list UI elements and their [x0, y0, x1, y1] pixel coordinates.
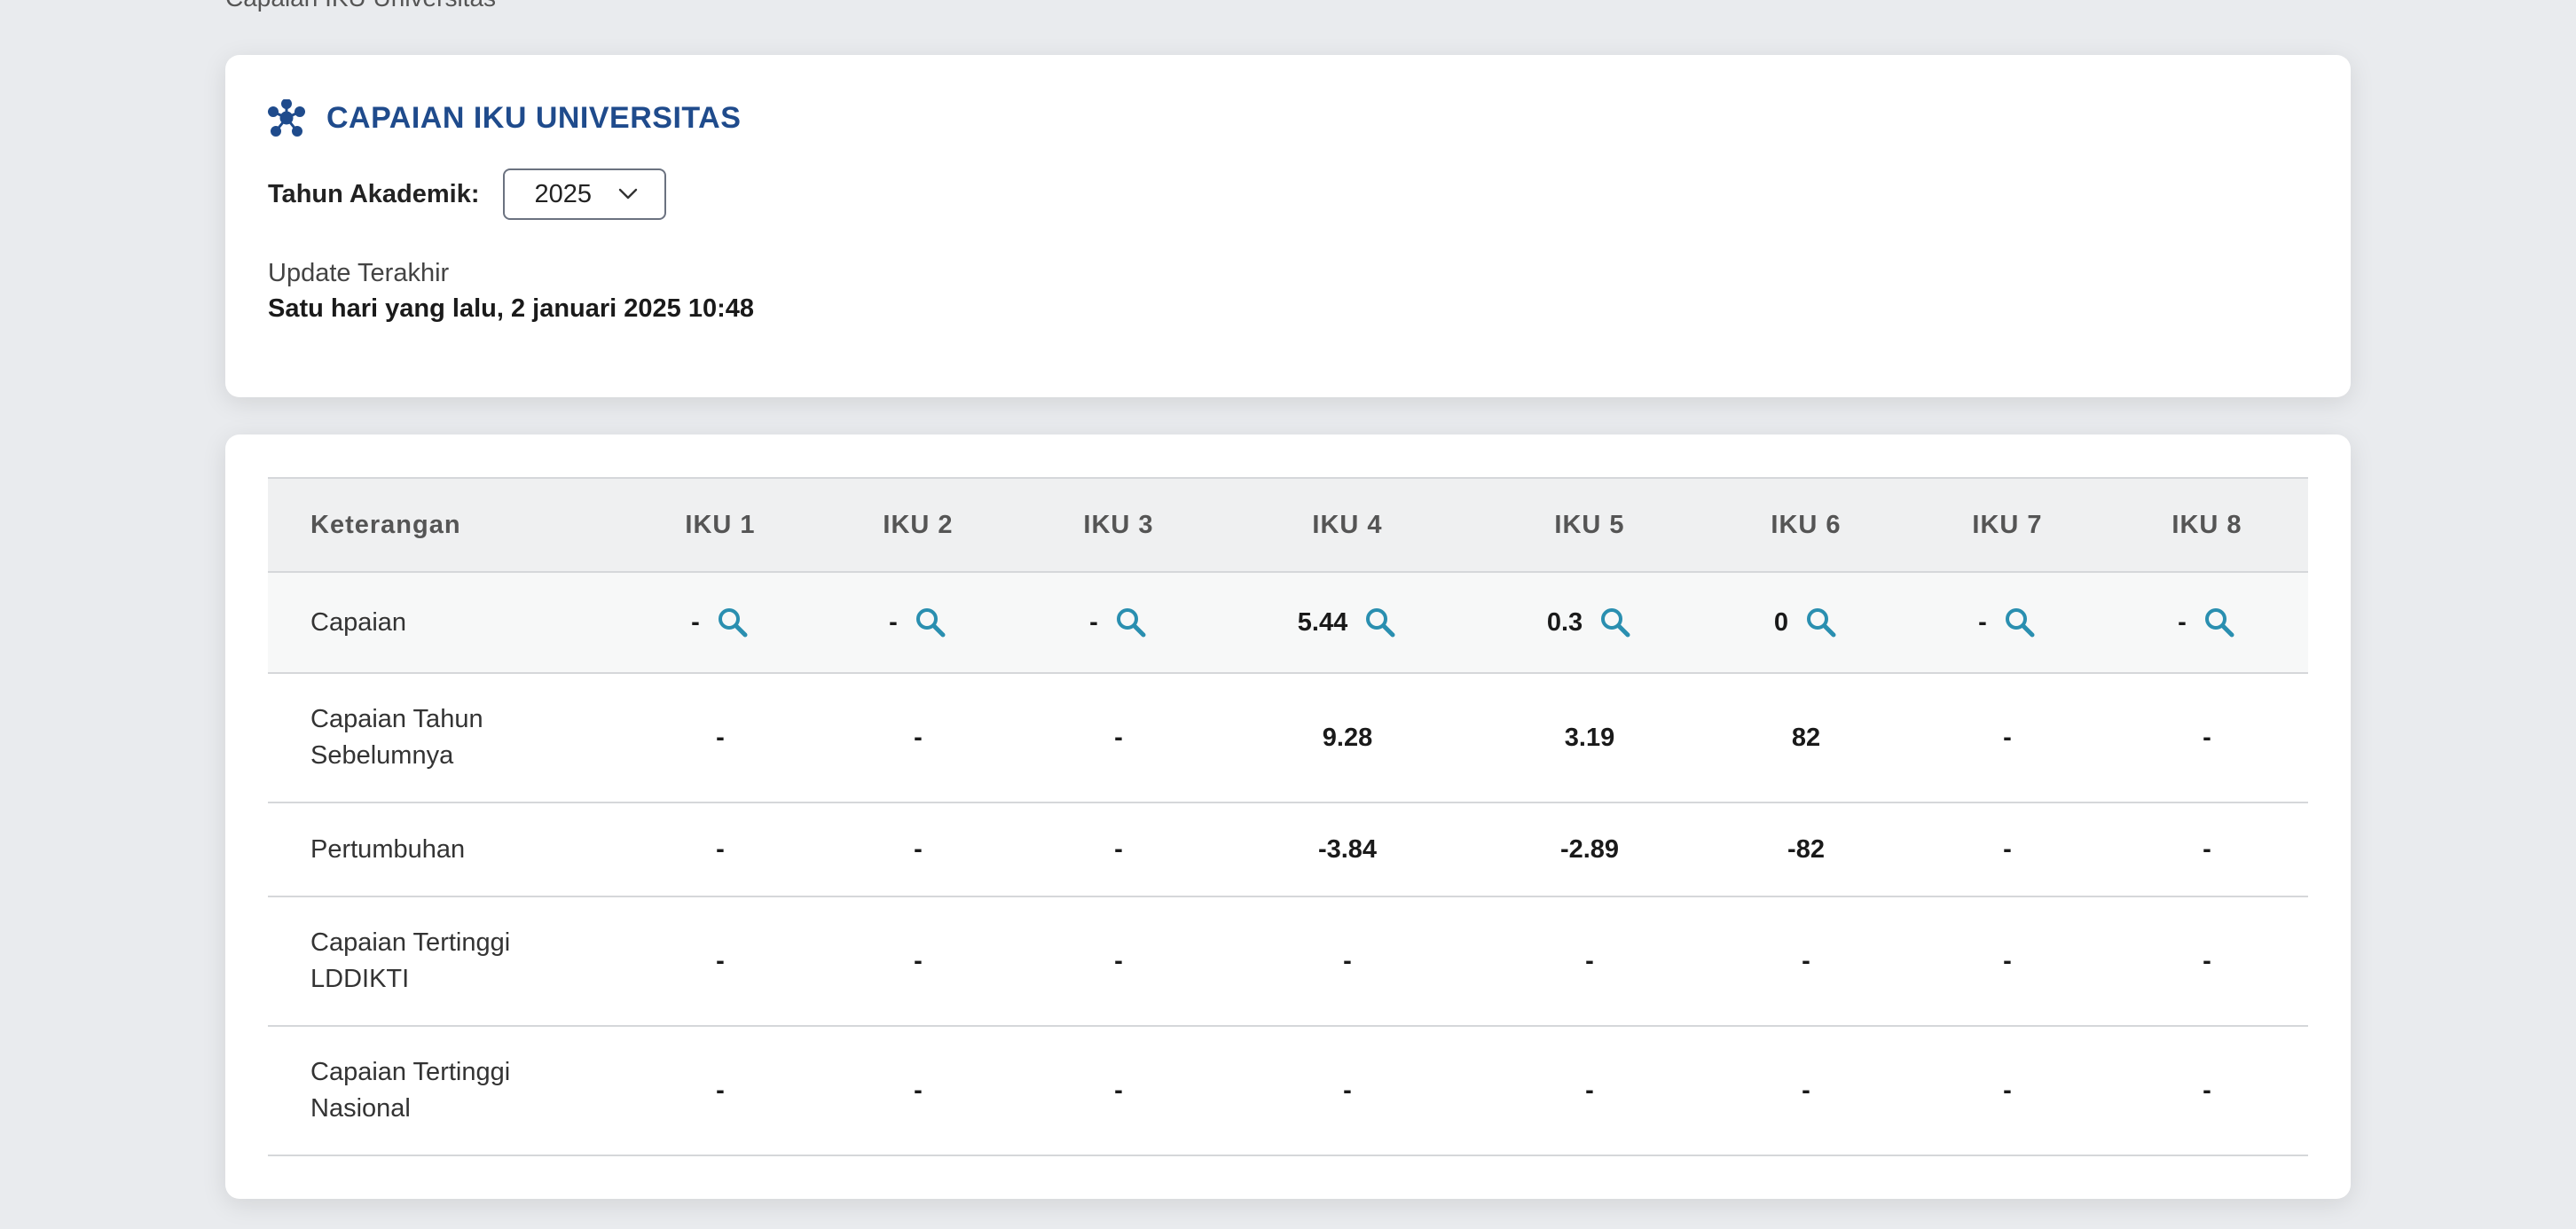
- year-label: Tahun Akademik:: [268, 179, 480, 208]
- column-header: IKU 8: [2172, 510, 2242, 539]
- table-cell: -: [1585, 946, 1594, 975]
- table-cell: -3.84: [1317, 834, 1378, 864]
- table-cell: -: [1909, 572, 2106, 673]
- table-cell: -: [1114, 723, 1123, 752]
- row-label: Capaian: [310, 607, 407, 637]
- column-header: IKU 3: [1083, 510, 1154, 539]
- breadcrumb: Capaian IKU Universitas: [225, 0, 496, 12]
- table-cell: -: [623, 572, 818, 673]
- search-icon[interactable]: [1804, 606, 1838, 639]
- title-row: CAPAIAN IKU UNIVERSITAS: [268, 99, 741, 137]
- iku-table: Keterangan IKU 1 IKU 2 IKU 3 IKU 4 IKU 5…: [268, 477, 2308, 1156]
- table-cell: -: [716, 1076, 725, 1105]
- table-cell: -: [1802, 1076, 1810, 1105]
- search-icon[interactable]: [914, 606, 947, 639]
- network-icon: [268, 99, 305, 137]
- column-header: IKU 2: [883, 510, 954, 539]
- table-cell: -82: [1787, 834, 1825, 864]
- table-row: Capaian Tertinggi Nasional - - - - - - -…: [268, 1026, 2308, 1155]
- row-label: Capaian Tahun Sebelumnya: [310, 705, 483, 770]
- table-cell: -: [914, 834, 923, 864]
- table-cell: -: [914, 723, 923, 752]
- row-label: Pertumbuhan: [310, 834, 466, 864]
- search-icon[interactable]: [1363, 606, 1397, 639]
- table-row: Capaian Tertinggi LDDIKTI - - - - - - - …: [268, 896, 2308, 1026]
- page-title: CAPAIAN IKU UNIVERSITAS: [326, 100, 742, 135]
- table-cell: -: [1018, 572, 1219, 673]
- search-icon[interactable]: [2003, 606, 2037, 639]
- table-cell: -: [1802, 946, 1810, 975]
- column-header: IKU 4: [1312, 510, 1383, 539]
- table-cell: -: [818, 572, 1018, 673]
- cell-value: -: [2178, 607, 2187, 637]
- column-header: Keterangan: [310, 510, 461, 539]
- table-header-row: Keterangan IKU 1 IKU 2 IKU 3 IKU 4 IKU 5…: [268, 478, 2308, 572]
- update-value: Satu hari yang lalu, 2 januari 2025 10:4…: [268, 294, 755, 323]
- table-cell: 5.44: [1219, 572, 1476, 673]
- table-cell: -: [2003, 946, 2012, 975]
- search-icon[interactable]: [1114, 606, 1148, 639]
- column-header: IKU 6: [1771, 510, 1842, 539]
- row-label: Capaian Tertinggi LDDIKTI: [310, 928, 511, 993]
- table-cell: -: [716, 946, 725, 975]
- table-cell: -: [1343, 946, 1352, 975]
- cell-value: 5.44: [1297, 607, 1348, 637]
- table-cell: -: [716, 834, 725, 864]
- table-cell: -: [1585, 1076, 1594, 1105]
- table-row: Capaian - - - 5.44 0.3 0 - -: [268, 572, 2308, 673]
- table-cell: -: [1114, 946, 1123, 975]
- row-label: Capaian Tertinggi Nasional: [310, 1058, 511, 1123]
- year-select[interactable]: 2025: [502, 168, 666, 220]
- cell-value: -: [889, 607, 898, 637]
- table-cell: 0: [1703, 572, 1909, 673]
- table-cell: -: [1114, 834, 1123, 864]
- table-cell: -: [1343, 1076, 1352, 1105]
- summary-card: CAPAIAN IKU UNIVERSITAS Tahun Akademik: …: [225, 55, 2351, 397]
- table-cell: -: [2203, 834, 2211, 864]
- year-filter: Tahun Akademik: 2025: [268, 168, 666, 220]
- table-cell: -: [1114, 1076, 1123, 1105]
- table-cell: -: [2203, 723, 2211, 752]
- cell-value: 0: [1773, 607, 1789, 637]
- cell-value: -: [1089, 607, 1098, 637]
- table-cell: -: [2203, 1076, 2211, 1105]
- table-cell: -: [2203, 946, 2211, 975]
- table-cell: -: [914, 1076, 923, 1105]
- table-cell: -: [914, 946, 923, 975]
- year-value: 2025: [534, 179, 593, 208]
- column-header: IKU 7: [1972, 510, 2043, 539]
- table-cell: -2.89: [1559, 834, 1620, 864]
- search-icon[interactable]: [716, 606, 750, 639]
- table-cell: 0.3: [1476, 572, 1703, 673]
- cell-value: -: [1978, 607, 1987, 637]
- column-header: IKU 1: [685, 510, 756, 539]
- table-row: Pertumbuhan - - - -3.84 -2.89 -82 - -: [268, 802, 2308, 896]
- table-cell: -: [716, 723, 725, 752]
- cell-value: 0.3: [1546, 607, 1583, 637]
- search-icon[interactable]: [1598, 606, 1632, 639]
- table-row: Capaian Tahun Sebelumnya - - - 9.28 3.19…: [268, 673, 2308, 802]
- table-cell: 9.28: [1322, 723, 1373, 752]
- cell-value: -: [691, 607, 700, 637]
- chevron-down-icon: [618, 188, 637, 200]
- table-cell: 3.19: [1564, 723, 1615, 752]
- search-icon[interactable]: [2203, 606, 2236, 639]
- table-cell: -: [2003, 723, 2012, 752]
- column-header: IKU 5: [1554, 510, 1625, 539]
- table-cell: -: [2106, 572, 2308, 673]
- table-cell: 82: [1791, 723, 1821, 752]
- table-cell: -: [2003, 834, 2012, 864]
- table-cell: -: [2003, 1076, 2012, 1105]
- iku-table-card: Keterangan IKU 1 IKU 2 IKU 3 IKU 4 IKU 5…: [225, 434, 2351, 1199]
- update-label: Update Terakhir: [268, 259, 450, 287]
